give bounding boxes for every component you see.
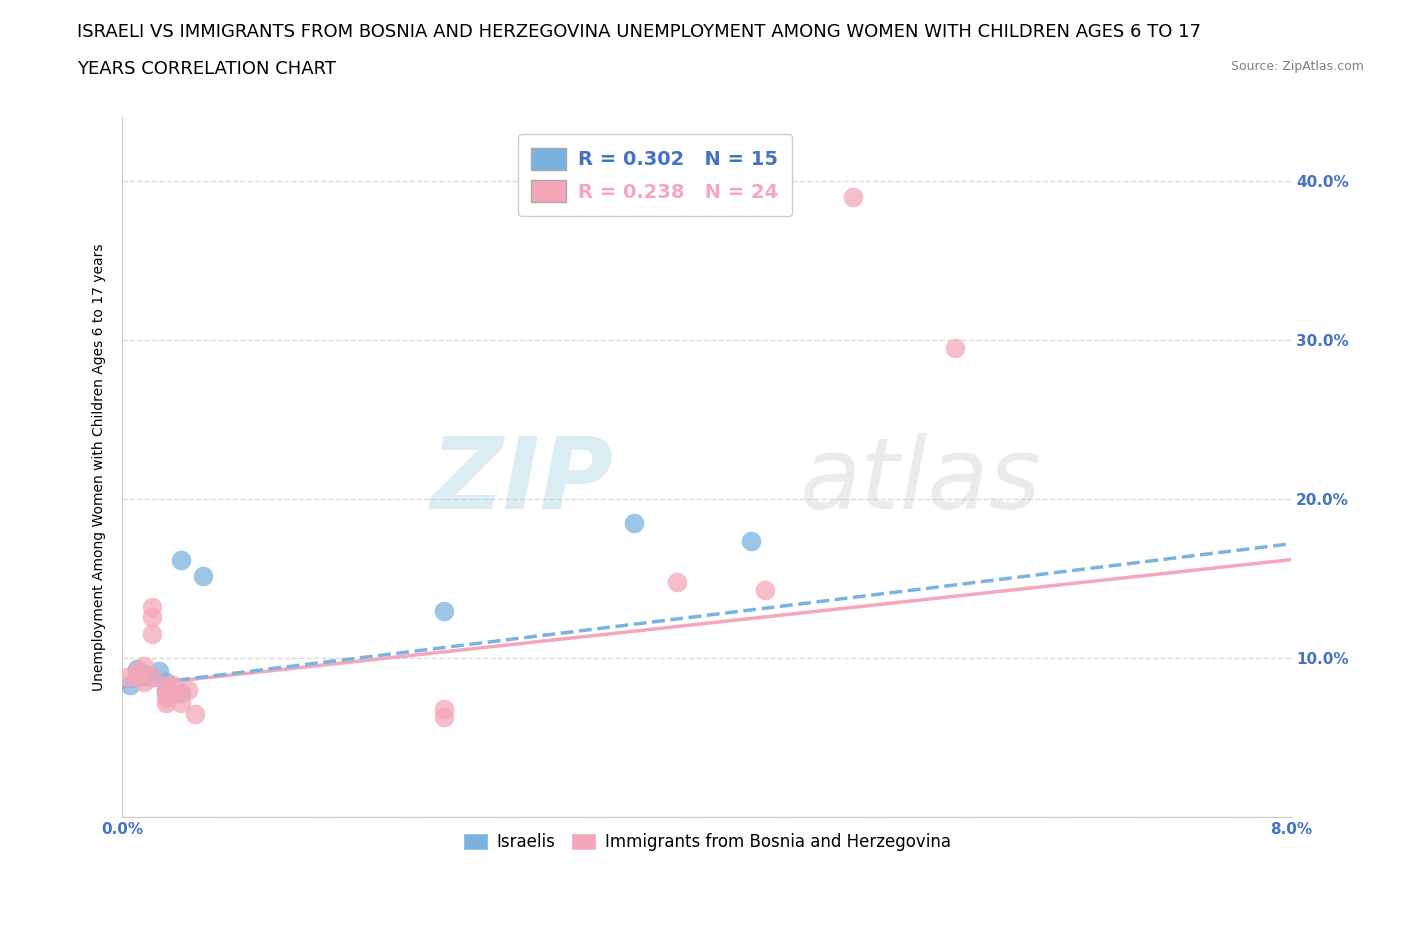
Point [623, 515, 645, 530]
Point [125, 664, 148, 679]
Point [141, 670, 163, 684]
Point [155, 685, 177, 700]
Point [191, 568, 214, 583]
Point [141, 609, 163, 624]
Point [148, 664, 170, 679]
Y-axis label: Unemployment Among Women with Children Ages 6 to 17 years: Unemployment Among Women with Children A… [93, 244, 107, 691]
Point [125, 670, 148, 684]
Point [162, 678, 184, 693]
Point [155, 691, 177, 706]
Point [433, 604, 456, 618]
Point [141, 627, 163, 642]
Point [170, 685, 193, 700]
Point [125, 662, 148, 677]
Point [170, 685, 193, 700]
Point [155, 683, 177, 698]
Point [740, 533, 762, 548]
Text: YEARS CORRELATION CHART: YEARS CORRELATION CHART [77, 60, 336, 78]
Point [155, 696, 177, 711]
Point [115, 670, 138, 684]
Text: ZIP: ZIP [430, 432, 613, 530]
Point [134, 675, 156, 690]
Point [170, 552, 193, 567]
Point [170, 696, 193, 711]
Point [842, 190, 865, 205]
Point [118, 678, 141, 693]
Point [943, 340, 966, 355]
Point [184, 707, 207, 722]
Point [754, 582, 776, 597]
Point [177, 683, 200, 698]
Point [141, 670, 163, 684]
Text: Source: ZipAtlas.com: Source: ZipAtlas.com [1230, 60, 1364, 73]
Point [134, 667, 156, 682]
Point [433, 702, 456, 717]
Point [134, 658, 156, 673]
Point [125, 670, 148, 684]
Text: ISRAELI VS IMMIGRANTS FROM BOSNIA AND HERZEGOVINA UNEMPLOYMENT AMONG WOMEN WITH : ISRAELI VS IMMIGRANTS FROM BOSNIA AND HE… [77, 23, 1201, 41]
Point [666, 575, 689, 590]
Point [155, 675, 177, 690]
Legend: Israelis, Immigrants from Bosnia and Herzegovina: Israelis, Immigrants from Bosnia and Her… [456, 827, 957, 858]
Point [433, 710, 456, 724]
Point [155, 683, 177, 698]
Point [141, 600, 163, 615]
Text: atlas: atlas [800, 432, 1042, 530]
Point [155, 678, 177, 693]
